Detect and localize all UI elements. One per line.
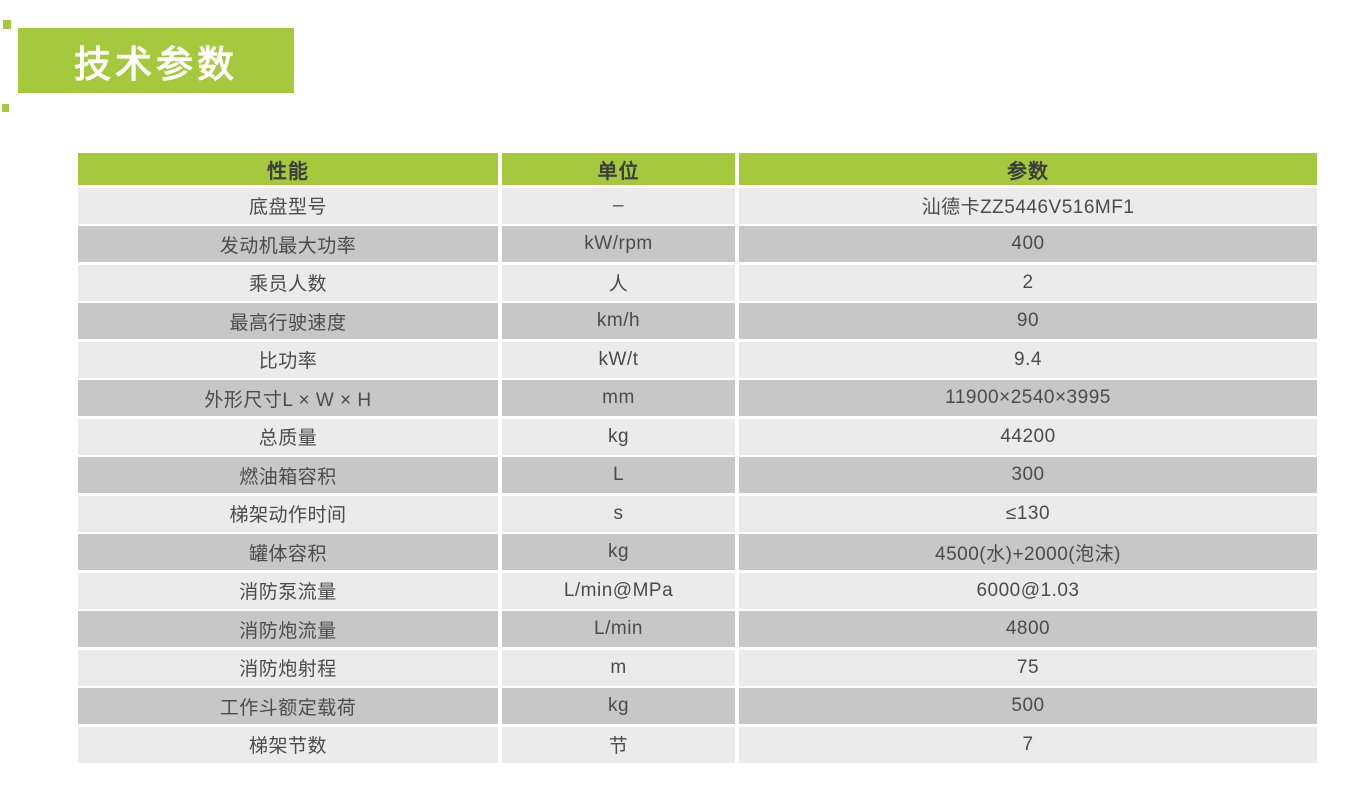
spec-unit: kg xyxy=(502,418,735,455)
spec-value: ≤130 xyxy=(739,495,1317,532)
spec-unit: 人 xyxy=(502,264,735,301)
spec-unit: 节 xyxy=(502,726,735,763)
spec-unit: kg xyxy=(502,534,735,570)
spec-name: 罐体容积 xyxy=(78,534,498,570)
spec-name: 发动机最大功率 xyxy=(78,226,498,262)
spec-name: 消防泵流量 xyxy=(78,572,498,609)
edge-accent-top xyxy=(3,20,11,29)
page-title: 技术参数 xyxy=(74,43,238,85)
spec-name: 梯架动作时间 xyxy=(78,495,498,532)
spec-name: 工作斗额定载荷 xyxy=(78,688,498,724)
page-title-badge: 技术参数 xyxy=(18,28,294,93)
spec-value: 4500(水)+2000(泡沫) xyxy=(739,534,1317,570)
spec-name: 最高行驶速度 xyxy=(78,303,498,339)
spec-unit: kg xyxy=(502,688,735,724)
column-header-performance: 性能 xyxy=(78,153,498,185)
spec-name: 消防炮射程 xyxy=(78,649,498,686)
spec-value: 6000@1.03 xyxy=(739,572,1317,609)
spec-unit: s xyxy=(502,495,735,532)
spec-unit: L xyxy=(502,457,735,493)
spec-table: 性能 单位 参数 底盘型号 – 汕德卡ZZ5446V516MF1 发动机最大功率 kW/… xyxy=(78,153,1317,763)
column-header-unit: 单位 xyxy=(502,153,735,185)
spec-unit: – xyxy=(502,187,735,224)
spec-value: 75 xyxy=(739,649,1317,686)
spec-value: 300 xyxy=(739,457,1317,493)
spec-unit: kW/rpm xyxy=(502,226,735,262)
spec-unit: L/min xyxy=(502,611,735,647)
spec-name: 消防炮流量 xyxy=(78,611,498,647)
spec-unit: km/h xyxy=(502,303,735,339)
spec-unit: m xyxy=(502,649,735,686)
spec-name: 乘员人数 xyxy=(78,264,498,301)
spec-value: 4800 xyxy=(739,611,1317,647)
edge-accent-bottom xyxy=(2,104,9,112)
spec-value: 汕德卡ZZ5446V516MF1 xyxy=(739,187,1317,224)
column-header-parameter: 参数 xyxy=(739,153,1317,185)
spec-name: 梯架节数 xyxy=(78,726,498,763)
spec-value: 11900×2540×3995 xyxy=(739,380,1317,416)
spec-name: 比功率 xyxy=(78,341,498,378)
spec-value: 44200 xyxy=(739,418,1317,455)
spec-unit: L/min@MPa xyxy=(502,572,735,609)
spec-unit: kW/t xyxy=(502,341,735,378)
spec-value: 400 xyxy=(739,226,1317,262)
spec-name: 总质量 xyxy=(78,418,498,455)
spec-name: 外形尺寸L × W × H xyxy=(78,380,498,416)
spec-value: 7 xyxy=(739,726,1317,763)
spec-name: 燃油箱容积 xyxy=(78,457,498,493)
spec-value: 90 xyxy=(739,303,1317,339)
spec-unit: mm xyxy=(502,380,735,416)
spec-value: 9.4 xyxy=(739,341,1317,378)
spec-value: 2 xyxy=(739,264,1317,301)
spec-name: 底盘型号 xyxy=(78,187,498,224)
spec-value: 500 xyxy=(739,688,1317,724)
